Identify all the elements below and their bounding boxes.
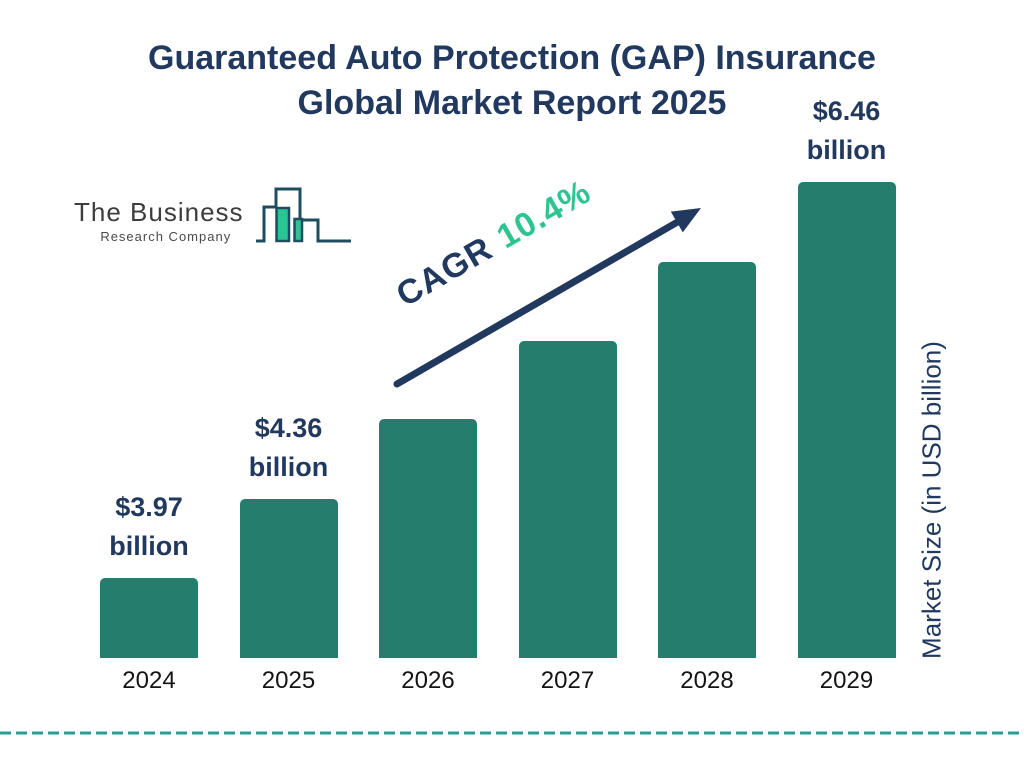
value-amount: $6.46 — [812, 96, 881, 126]
bar-group-2027: 2027 — [518, 0, 617, 694]
bars-area: $3.97 billion 2024 $4.36 billion 2025 2026 2027… — [100, 0, 896, 694]
title-line1: Guaranteed Auto Protection (GAP) Insuran… — [148, 39, 876, 77]
value-label-2029: $6.46 billion — [767, 92, 927, 170]
x-axis-tick-2027: 2027 — [540, 667, 595, 694]
logo-text: The Business Research Company — [74, 197, 244, 258]
x-axis-tick-2026: 2026 — [401, 667, 455, 694]
value-amount: $4.36 — [254, 413, 323, 443]
bar-2024 — [100, 578, 198, 658]
value-amount: $3.97 — [115, 492, 183, 522]
bar-group-2025: $4.36 billion 2025 — [239, 0, 338, 694]
value-unit: billion — [109, 531, 189, 561]
bar-group-2028: 2028 — [658, 0, 756, 694]
value-label-2025: $4.36 billion — [209, 409, 369, 487]
value-label-2024: $3.97 billion — [69, 488, 229, 566]
bar-2028 — [658, 262, 756, 658]
value-unit: billion — [806, 135, 887, 165]
bar-group-2024: $3.97 billion 2024 — [100, 0, 198, 694]
company-logo: The Business Research Company — [74, 178, 358, 258]
logo-bars-icon — [255, 187, 351, 243]
bar-2029 — [797, 182, 896, 658]
bar-2026 — [379, 419, 477, 658]
bar-2027 — [518, 341, 617, 658]
y-axis-label: Market Size (in USD billion) — [916, 341, 947, 659]
logo-name: The Business — [74, 197, 244, 227]
bar-group-2029: $6.46 billion 2029 — [797, 0, 896, 694]
bar-group-2026: 2026 — [379, 0, 477, 694]
page-title: Guaranteed Auto Protection (GAP) Insuran… — [0, 36, 1024, 126]
x-axis-tick-2024: 2024 — [122, 667, 176, 694]
x-axis-tick-2028: 2028 — [680, 667, 734, 694]
logo-subname: Research Company — [100, 229, 232, 244]
x-axis-tick-2029: 2029 — [819, 667, 874, 694]
title-line2: Global Market Report 2025 — [297, 84, 727, 122]
x-axis-tick-2025: 2025 — [261, 667, 316, 694]
bar-2025 — [239, 499, 338, 658]
value-unit: billion — [248, 452, 329, 482]
